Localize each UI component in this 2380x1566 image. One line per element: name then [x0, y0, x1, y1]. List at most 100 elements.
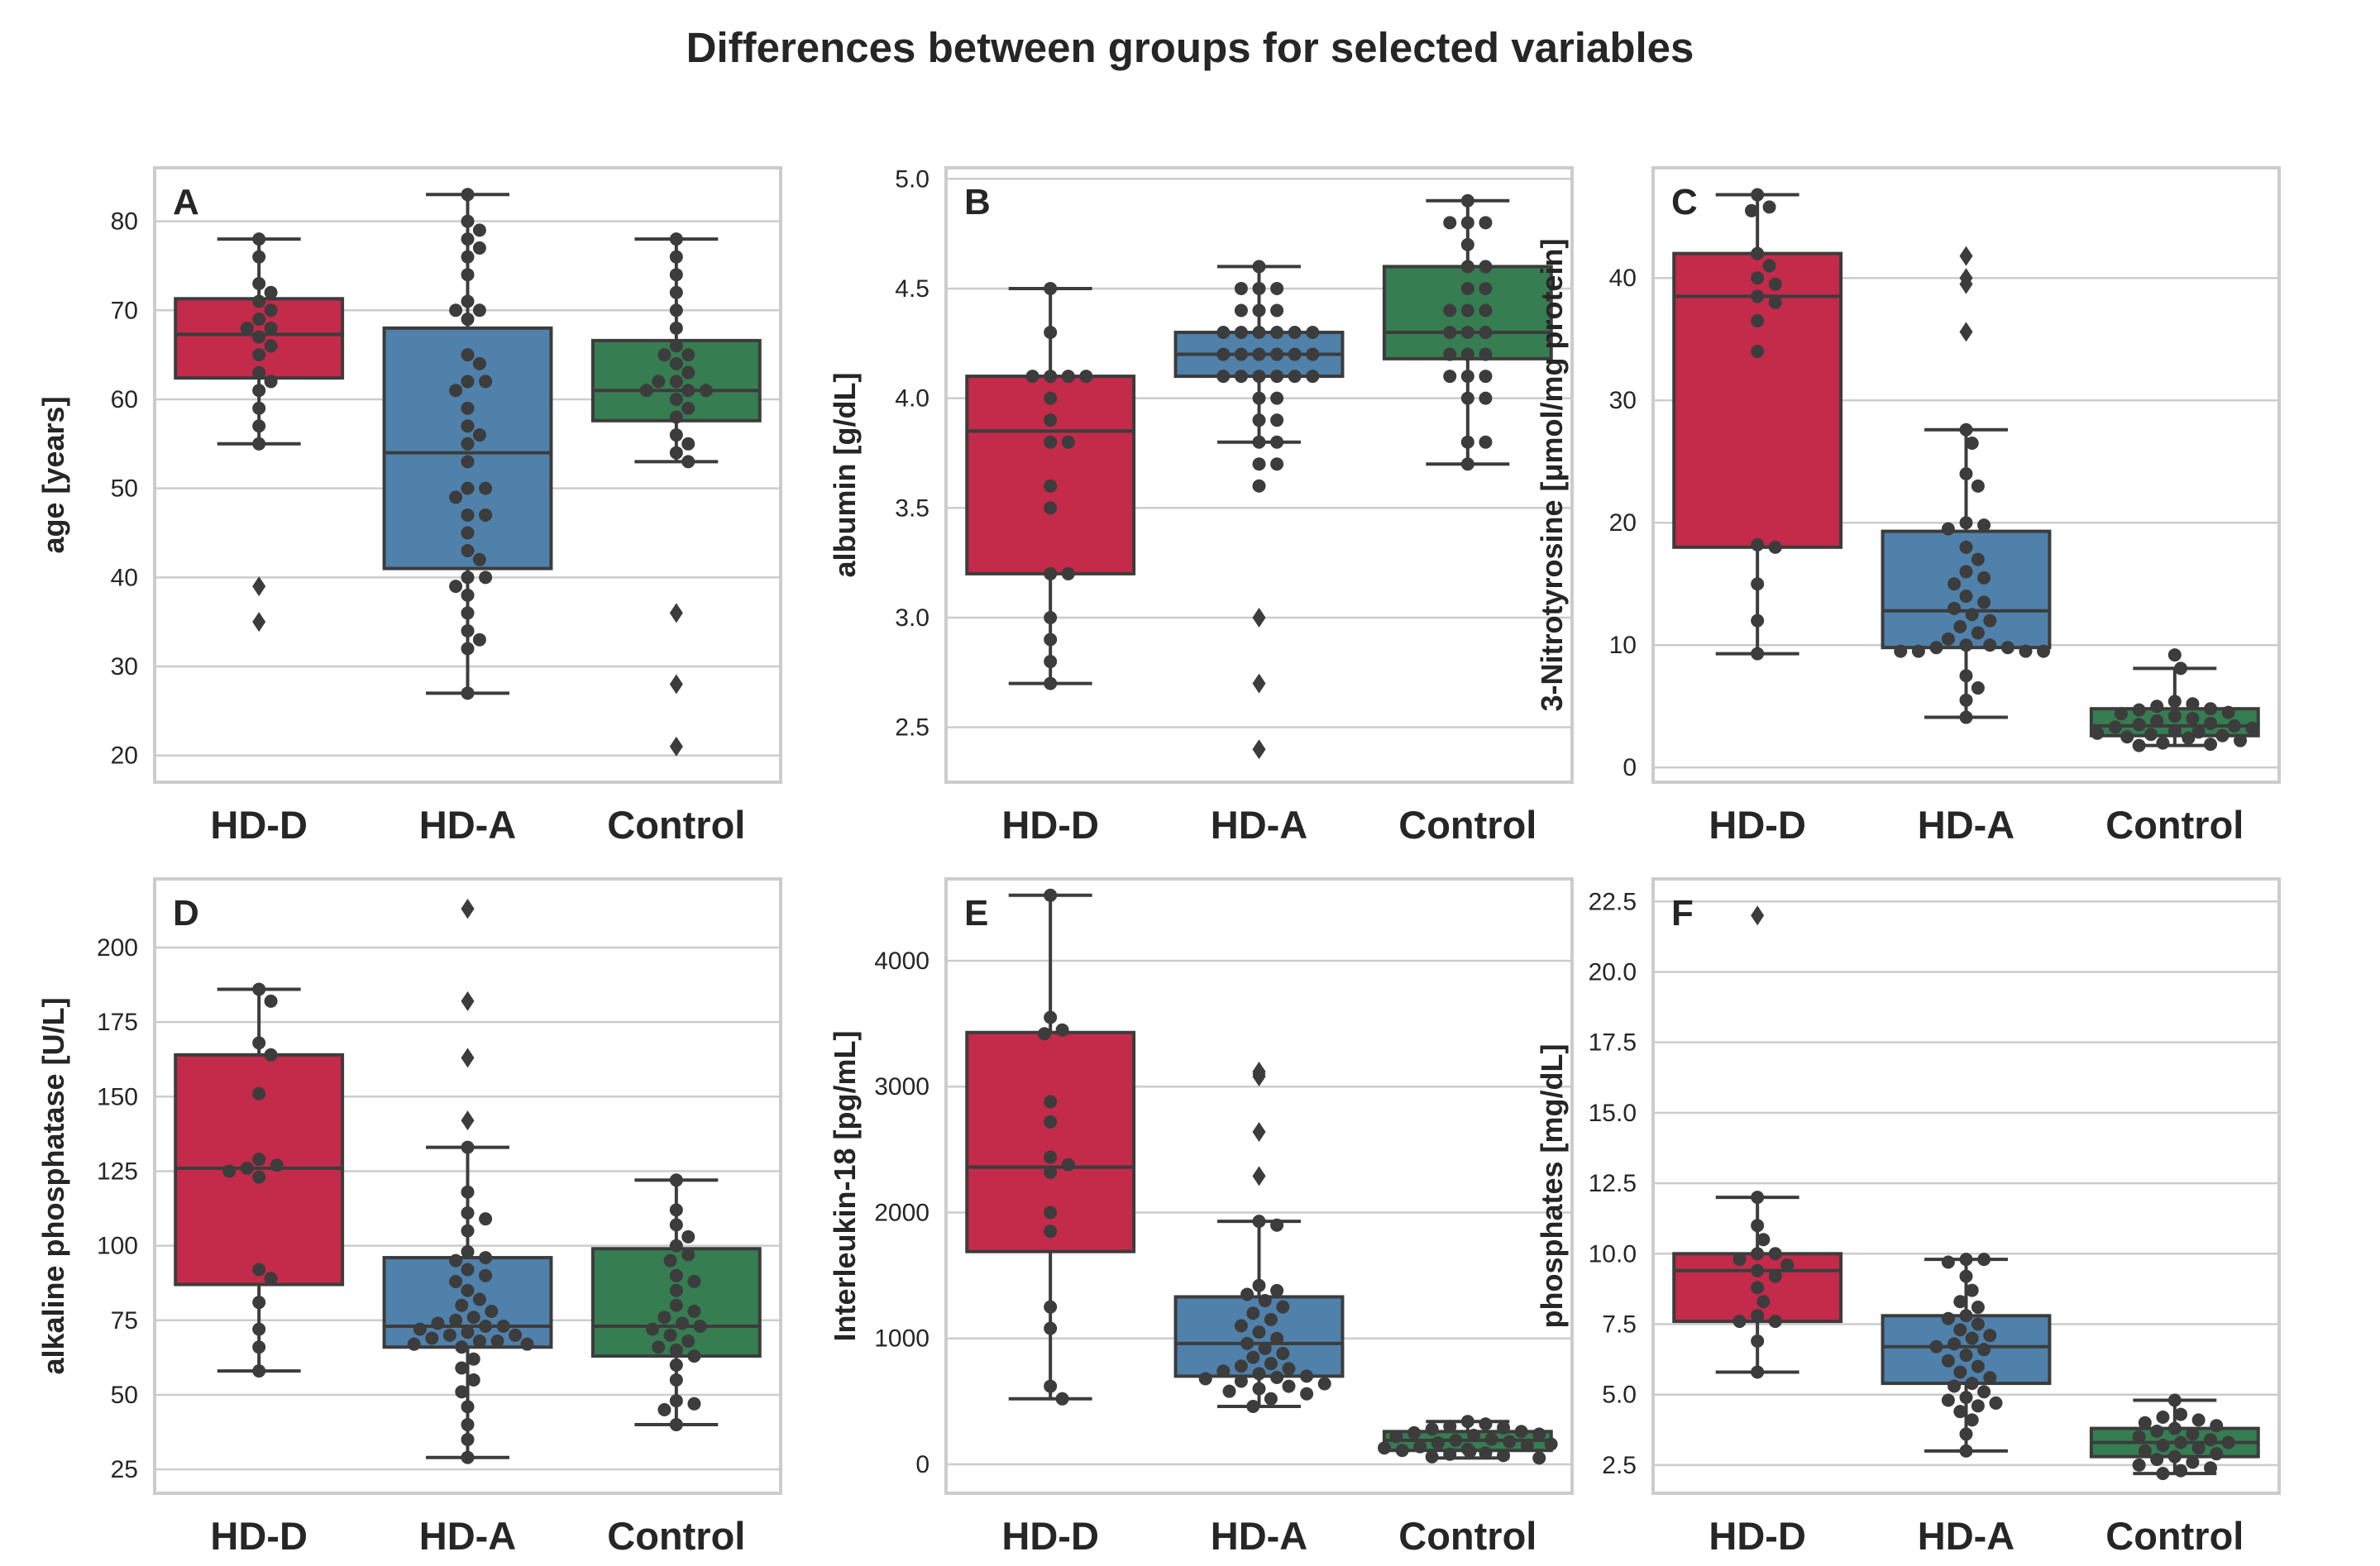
data-point: [2182, 732, 2195, 745]
data-point: [1306, 326, 1319, 339]
data-point: [473, 223, 486, 236]
data-point: [1960, 541, 1973, 554]
data-point: [1407, 1426, 1421, 1439]
data-point: [408, 1338, 421, 1351]
data-point: [1479, 216, 1492, 229]
data-point: [461, 295, 475, 308]
data-point: [1769, 278, 1782, 291]
y-tick-label: 2.5: [1602, 1452, 1637, 1479]
data-point: [1044, 1322, 1057, 1335]
data-point: [1769, 1315, 1782, 1328]
data-point: [1426, 1422, 1439, 1435]
data-point: [2210, 1419, 2223, 1432]
panel-e: 01000200030004000Interleukin-18 [pg/mL]H…: [828, 879, 1572, 1558]
panel-letter: D: [173, 893, 199, 933]
data-point: [1264, 1313, 1278, 1326]
outlier-marker: [670, 675, 683, 695]
data-point: [1240, 1337, 1254, 1350]
y-tick-label: 0: [915, 1451, 930, 1478]
data-point: [252, 232, 265, 246]
data-point: [1751, 289, 1764, 303]
data-point: [461, 455, 475, 468]
y-tick-label: 15.0: [1589, 1100, 1637, 1127]
data-point: [265, 1272, 278, 1285]
data-point: [1966, 1377, 1979, 1390]
data-point: [1253, 392, 1266, 405]
data-point: [1253, 1382, 1266, 1396]
data-point: [252, 437, 265, 451]
data-point: [2156, 1411, 2169, 1424]
data-point: [1270, 303, 1283, 317]
data-point: [265, 995, 278, 1008]
y-axis-label: phosphates [mg/dL]: [1535, 1044, 1569, 1329]
data-point: [2204, 1461, 2217, 1474]
data-point: [1413, 1440, 1427, 1454]
data-point: [1751, 1334, 1764, 1348]
data-point: [1983, 1329, 1996, 1342]
y-tick-label: 40: [111, 564, 138, 591]
data-point: [1930, 1340, 1943, 1354]
data-point: [1443, 1448, 1456, 1461]
data-point: [1044, 567, 1057, 580]
data-point: [461, 402, 475, 415]
data-point: [2144, 728, 2158, 741]
data-point: [1235, 348, 1248, 361]
data-point: [1756, 1233, 1770, 1246]
y-tick-label: 0: [1623, 754, 1637, 781]
data-point: [485, 1305, 498, 1318]
outlier-marker: [461, 991, 475, 1011]
data-point: [1216, 348, 1230, 361]
data-point: [1044, 282, 1057, 295]
data-point: [1983, 614, 1996, 628]
data-point: [1253, 457, 1266, 470]
data-point: [1971, 681, 1985, 695]
panel-letter: E: [964, 893, 988, 933]
data-point: [1044, 326, 1057, 339]
data-point: [1270, 392, 1283, 405]
data-point: [479, 482, 492, 495]
data-point: [1283, 1380, 1296, 1393]
data-point: [1235, 1359, 1248, 1373]
data-point: [1270, 1284, 1283, 1297]
data-point: [2001, 641, 2014, 654]
data-point: [1960, 711, 1973, 724]
data-point: [1966, 437, 1979, 450]
data-point: [670, 1284, 683, 1297]
outlier-marker: [1253, 1166, 1266, 1186]
data-point: [479, 1320, 492, 1333]
data-point: [1461, 216, 1474, 229]
data-point: [1044, 436, 1057, 449]
data-point: [2019, 645, 2033, 658]
data-point: [461, 313, 475, 326]
data-point: [2186, 1427, 2199, 1440]
data-point: [2186, 1456, 2199, 1469]
data-point: [1318, 1377, 1331, 1391]
data-point: [670, 286, 683, 299]
y-tick-label: 125: [97, 1158, 138, 1185]
data-point: [1953, 1365, 1967, 1378]
outlier-marker: [252, 576, 265, 596]
outlier-marker: [461, 1110, 475, 1130]
data-point: [700, 384, 713, 397]
data-point: [670, 1299, 683, 1312]
data-point: [670, 1173, 683, 1186]
data-point: [1306, 370, 1319, 383]
data-point: [1044, 633, 1057, 647]
data-point: [1977, 518, 1991, 532]
data-point: [461, 1263, 475, 1276]
data-point: [1270, 1371, 1283, 1384]
data-point: [461, 1141, 475, 1154]
data-point: [1947, 1337, 1961, 1350]
data-point: [1270, 370, 1283, 383]
data-point: [1479, 303, 1492, 317]
data-point: [265, 286, 278, 299]
x-tick-label: HD-D: [1001, 1514, 1098, 1558]
data-point: [1983, 638, 1996, 652]
data-point: [2133, 718, 2146, 731]
data-point: [670, 268, 683, 281]
outlier-marker: [1253, 674, 1266, 694]
data-point: [1942, 633, 1955, 646]
data-point: [1300, 1369, 1313, 1382]
data-point: [1751, 1309, 1764, 1322]
data-point: [1044, 1115, 1057, 1129]
